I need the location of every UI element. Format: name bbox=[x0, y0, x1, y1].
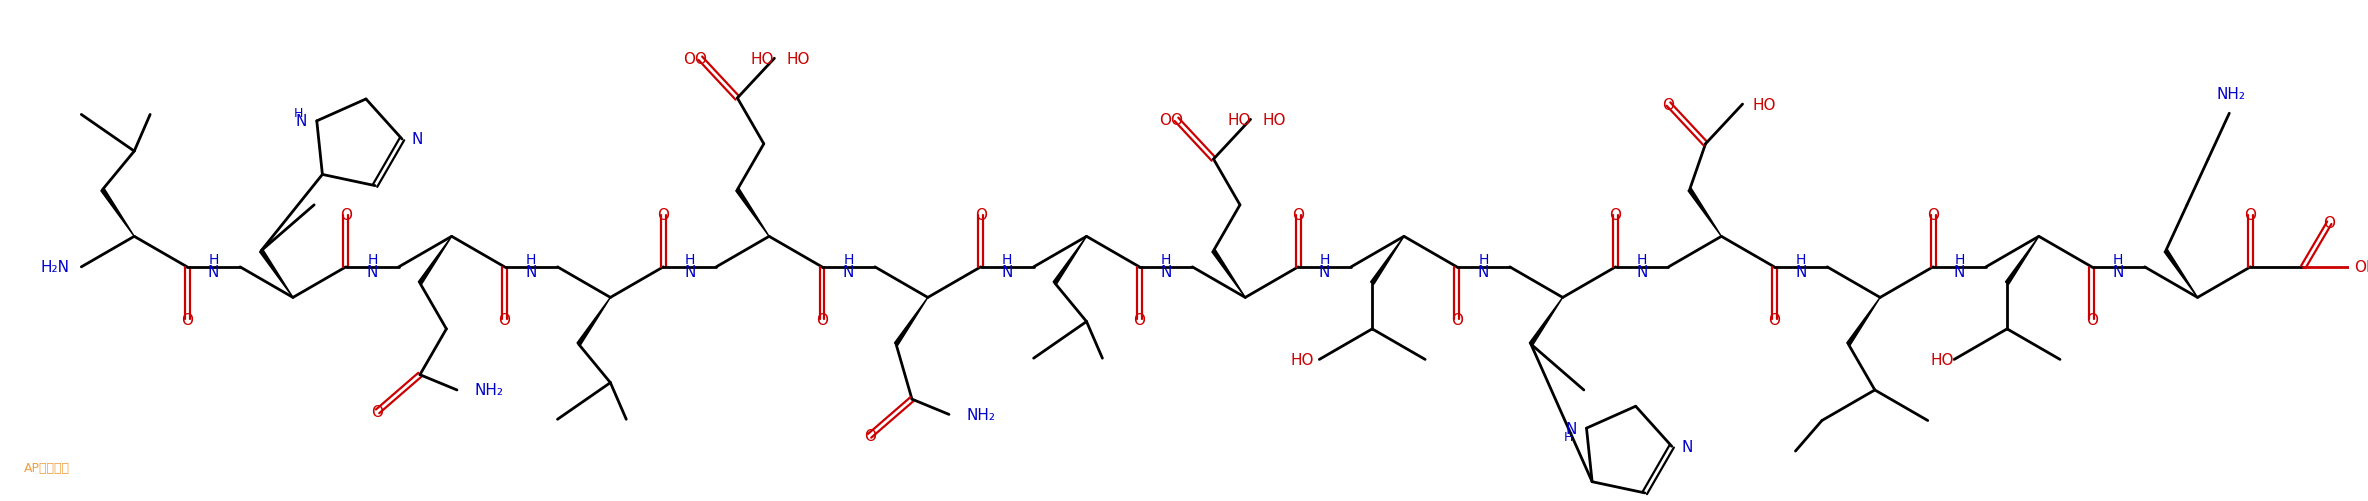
Polygon shape bbox=[2006, 237, 2039, 285]
Text: H: H bbox=[367, 253, 377, 267]
Polygon shape bbox=[1371, 237, 1404, 285]
Text: O: O bbox=[1134, 312, 1146, 327]
Text: NH₂: NH₂ bbox=[476, 383, 504, 398]
Text: H: H bbox=[1319, 253, 1331, 267]
Text: OH: OH bbox=[2354, 260, 2368, 275]
Polygon shape bbox=[2164, 250, 2198, 298]
Text: AP专肌生物: AP专肌生物 bbox=[24, 461, 69, 474]
Text: N: N bbox=[412, 132, 424, 147]
Text: N: N bbox=[1954, 265, 1965, 280]
Text: N: N bbox=[526, 265, 538, 280]
Text: HO: HO bbox=[1262, 113, 1286, 128]
Text: N: N bbox=[1319, 265, 1331, 280]
Text: O: O bbox=[1170, 113, 1182, 128]
Text: N: N bbox=[296, 114, 308, 129]
Text: O: O bbox=[372, 404, 384, 419]
Text: O: O bbox=[658, 208, 670, 222]
Text: N: N bbox=[2112, 265, 2124, 280]
Polygon shape bbox=[1688, 189, 1722, 237]
Text: N: N bbox=[1636, 265, 1648, 280]
Text: H: H bbox=[843, 253, 852, 267]
Polygon shape bbox=[736, 189, 770, 237]
Text: H: H bbox=[2112, 253, 2124, 267]
Text: HO: HO bbox=[1227, 113, 1250, 128]
Text: O: O bbox=[1662, 97, 1674, 112]
Text: O: O bbox=[1928, 208, 1939, 222]
Text: N: N bbox=[1681, 439, 1693, 454]
Text: N: N bbox=[1478, 265, 1489, 280]
Text: HO: HO bbox=[1752, 97, 1776, 112]
Text: NH₂: NH₂ bbox=[966, 407, 997, 422]
Text: H: H bbox=[1795, 253, 1807, 267]
Text: HO: HO bbox=[786, 52, 810, 67]
Text: HO: HO bbox=[1930, 352, 1954, 367]
Text: O: O bbox=[976, 208, 987, 222]
Text: H: H bbox=[1954, 253, 1965, 267]
Text: O: O bbox=[1160, 113, 1172, 128]
Text: N: N bbox=[1795, 265, 1807, 280]
Text: O: O bbox=[2086, 312, 2098, 327]
Polygon shape bbox=[102, 189, 135, 237]
Polygon shape bbox=[419, 237, 452, 285]
Text: O: O bbox=[817, 312, 829, 327]
Polygon shape bbox=[1530, 298, 1563, 346]
Text: NH₂: NH₂ bbox=[2216, 87, 2245, 102]
Text: O: O bbox=[864, 428, 876, 443]
Text: O: O bbox=[500, 312, 511, 327]
Text: O: O bbox=[1769, 312, 1781, 327]
Text: O: O bbox=[182, 312, 194, 327]
Text: O: O bbox=[694, 52, 706, 67]
Text: H: H bbox=[1636, 253, 1648, 267]
Text: O: O bbox=[341, 208, 353, 222]
Text: N: N bbox=[843, 265, 855, 280]
Text: H: H bbox=[294, 107, 303, 120]
Text: O: O bbox=[1452, 312, 1463, 327]
Text: H: H bbox=[1478, 253, 1489, 267]
Text: O: O bbox=[2323, 216, 2335, 231]
Text: N: N bbox=[208, 265, 220, 280]
Text: H: H bbox=[1563, 430, 1572, 443]
Text: O: O bbox=[2245, 208, 2257, 222]
Text: H₂N: H₂N bbox=[40, 260, 69, 275]
Text: H: H bbox=[208, 253, 218, 267]
Text: N: N bbox=[1160, 265, 1172, 280]
Polygon shape bbox=[260, 250, 294, 298]
Text: N: N bbox=[684, 265, 696, 280]
Text: H: H bbox=[526, 253, 535, 267]
Text: H: H bbox=[684, 253, 694, 267]
Polygon shape bbox=[1054, 237, 1087, 285]
Polygon shape bbox=[1847, 298, 1880, 346]
Text: H: H bbox=[1160, 253, 1172, 267]
Polygon shape bbox=[1212, 250, 1246, 298]
Polygon shape bbox=[895, 298, 928, 346]
Text: H: H bbox=[1002, 253, 1014, 267]
Text: N: N bbox=[1002, 265, 1014, 280]
Text: N: N bbox=[1565, 421, 1577, 436]
Text: HO: HO bbox=[1291, 352, 1314, 367]
Text: O: O bbox=[1293, 208, 1305, 222]
Text: HO: HO bbox=[751, 52, 774, 67]
Polygon shape bbox=[578, 298, 611, 346]
Text: O: O bbox=[1610, 208, 1622, 222]
Text: O: O bbox=[684, 52, 696, 67]
Text: N: N bbox=[367, 265, 379, 280]
